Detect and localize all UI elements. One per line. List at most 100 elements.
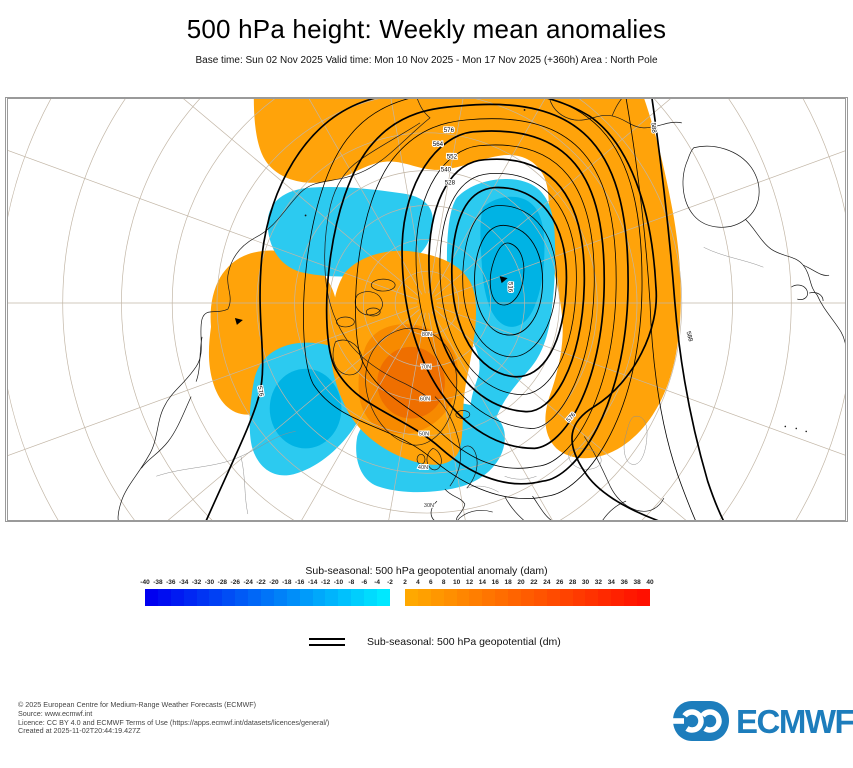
colorbar-cell <box>261 589 274 606</box>
colorbar-tick: -18 <box>282 579 292 586</box>
colorbar-cell <box>312 589 326 606</box>
page-title: 500 hPa height: Weekly mean anomalies <box>186 14 667 44</box>
colorbar-cell <box>482 589 496 606</box>
colorbar-tick: -38 <box>153 579 163 586</box>
colorbar-tick: 2 <box>403 579 407 586</box>
colorbar-tick: -30 <box>204 579 215 586</box>
contour-label: 576 <box>256 386 265 398</box>
colorbar-cell <box>351 589 365 606</box>
colorbar-cell <box>417 589 431 606</box>
colorbar-tick: 34 <box>607 579 615 586</box>
anomaly-map: 57656455254052851657657658858880N70N60N5… <box>5 97 848 522</box>
colorbar-cell <box>325 589 339 606</box>
colorbar-tick: 18 <box>504 579 512 586</box>
colorbar-tick: -4 <box>374 579 380 586</box>
colorbar-cell <box>572 589 586 606</box>
colorbar-tick: -28 <box>217 579 228 586</box>
latitude-label: 40N <box>418 465 428 471</box>
latitude-label: 80N <box>422 332 432 338</box>
latitude-label: 60N <box>420 397 430 403</box>
colorbar-cell <box>377 589 390 606</box>
contour-line-symbol <box>309 638 345 646</box>
colorbar-cell <box>364 589 378 606</box>
colorbar-cell <box>273 589 287 606</box>
colorbar-tick: -36 <box>166 579 176 586</box>
colorbar-cell <box>533 589 547 606</box>
colorbar-tick: 24 <box>543 579 551 586</box>
colorbar-tick: -2 <box>387 579 393 586</box>
colorbar-tick: -20 <box>269 579 279 586</box>
colorbar-cell <box>585 589 599 606</box>
contour-label: 588 <box>649 122 657 133</box>
colorbar-tick: -14 <box>307 579 318 586</box>
colorbar-cell <box>157 589 171 606</box>
colorbar-cell <box>508 589 522 606</box>
graticule <box>6 98 847 521</box>
colorbar-cell <box>443 589 457 606</box>
colorbar-tick: -24 <box>243 579 253 586</box>
latitude-label: 30N <box>424 503 434 509</box>
colorbar-tick: 4 <box>416 579 420 586</box>
colorbar-tick: -12 <box>320 579 331 586</box>
colorbar-cell <box>430 589 444 606</box>
contour-legend: Sub-seasonal: 500 hPa geopotential (dm) <box>309 636 561 648</box>
colorbar-negative <box>145 589 390 606</box>
colorbar-cell <box>495 589 509 606</box>
contour-label: 540 <box>441 167 452 174</box>
colorbar-tick: 10 <box>452 579 461 586</box>
contour-label: 564 <box>433 141 444 148</box>
colorbar-tick: -8 <box>348 579 355 586</box>
internal-borders <box>156 247 764 515</box>
colorbar-cell <box>196 589 210 606</box>
subtitle-validity: Base time: Sun 02 Nov 2025 Valid time: M… <box>195 55 658 66</box>
colorbar-tick: 14 <box>478 579 486 586</box>
colorbar-cell <box>248 589 262 606</box>
colorbar-tick: 16 <box>491 579 499 586</box>
colorbar-tick: -34 <box>178 579 189 586</box>
colorbar-cell <box>235 589 249 606</box>
colorbar-tick: 36 <box>620 579 628 586</box>
colorbar-tick: 6 <box>428 579 433 586</box>
colorbar-tick: -32 <box>191 579 202 586</box>
colorbar-cell <box>521 589 534 606</box>
colorbar-tick: -16 <box>295 579 305 586</box>
negative-anomaly-core-arctic <box>480 196 545 327</box>
colorbar-cell <box>209 589 223 606</box>
footer-line: Created at 2025-11-02T20:44:19.427Z <box>18 726 141 736</box>
colorbar-cell <box>624 589 638 606</box>
colorbar-cell <box>598 589 612 606</box>
colorbar-cell <box>611 589 625 606</box>
colorbar-tick: -6 <box>361 579 368 586</box>
colorbar-cell <box>456 589 470 606</box>
anomaly-shading <box>208 98 681 493</box>
colorbar-tick: -26 <box>230 579 240 586</box>
colorbar-tick: 20 <box>517 579 525 586</box>
colorbar-cell <box>299 589 313 606</box>
colorbar-tick: 26 <box>556 579 564 586</box>
contour-label: 588 <box>685 331 695 343</box>
colorbar-tick: -40 <box>140 579 150 586</box>
small-islands <box>304 109 808 433</box>
footer-line: © 2025 European Centre for Medium-Range … <box>18 700 257 709</box>
footer-attribution: © 2025 European Centre for Medium-Range … <box>18 700 330 736</box>
colorbar-positive <box>405 589 650 606</box>
extremum-arrow-markers <box>234 276 508 325</box>
coastlines <box>117 98 847 521</box>
colorbar-cell <box>338 589 352 606</box>
geopotential-contours <box>205 98 725 521</box>
latitude-label: 50N <box>419 431 429 437</box>
colorbar-tick: 40 <box>646 579 654 586</box>
contour-legend-label: Sub-seasonal: 500 hPa geopotential (dm) <box>367 636 561 648</box>
footer-line: Licence: CC BY 4.0 and ECMWF Terms of Us… <box>18 717 330 727</box>
contour-label: 552 <box>447 154 458 161</box>
latitude-label: 70N <box>421 365 431 371</box>
colorbar-tick: 38 <box>633 579 641 586</box>
colorbar-tick: -10 <box>333 579 344 586</box>
colorbar-cell <box>546 589 560 606</box>
colorbar-cell <box>170 589 184 606</box>
map-frame <box>6 98 847 521</box>
colorbar-cell <box>145 589 158 606</box>
contour-label: 576 <box>444 127 455 134</box>
colorbar-cell <box>183 589 197 606</box>
